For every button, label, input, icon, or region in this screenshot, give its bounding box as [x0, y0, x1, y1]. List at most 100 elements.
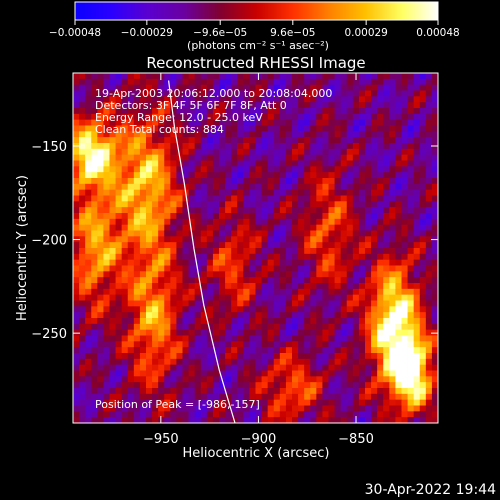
heatmap-cell	[158, 131, 165, 138]
heatmap-cell	[407, 189, 415, 196]
heatmap-cell	[407, 417, 415, 423]
heatmap-cell	[298, 341, 305, 348]
heatmap-cell	[127, 178, 135, 185]
heatmap-cell	[176, 253, 183, 261]
heatmap-cell	[182, 90, 189, 97]
heatmap-cell	[304, 253, 311, 261]
heatmap-cell	[85, 283, 92, 290]
heatmap-cell	[279, 183, 287, 191]
heatmap-cell	[73, 323, 80, 331]
heatmap-cell	[127, 335, 135, 342]
heatmap-cell	[310, 271, 317, 278]
heatmap-cell	[225, 364, 232, 371]
heatmap-cell	[413, 306, 421, 313]
heatmap-cell	[365, 353, 372, 360]
heatmap-cell	[121, 335, 129, 342]
heatmap-cell	[194, 213, 202, 220]
heatmap-cell	[304, 119, 311, 126]
heatmap-cell	[304, 417, 311, 423]
heatmap-cell	[255, 166, 262, 173]
heatmap-cell	[85, 113, 92, 121]
heatmap-cell	[352, 189, 360, 196]
heatmap-cell	[152, 370, 159, 377]
heatmap-cell	[85, 265, 92, 272]
heatmap-cell	[194, 160, 202, 167]
heatmap-cell	[225, 347, 232, 354]
heatmap-cell	[267, 160, 275, 167]
heatmap-cell	[237, 399, 244, 406]
heatmap-cell	[243, 102, 250, 109]
heatmap-cell	[231, 213, 238, 220]
heatmap-cell	[79, 405, 86, 412]
heatmap-cell	[419, 405, 427, 412]
heatmap-cell	[346, 137, 354, 144]
heatmap-cell	[170, 265, 177, 272]
heatmap-cell	[310, 113, 317, 121]
heatmap-cell	[152, 253, 159, 261]
heatmap-cell	[188, 335, 196, 342]
heatmap-cell	[79, 411, 86, 418]
heatmap-cell	[176, 323, 183, 331]
heatmap-cell	[419, 306, 427, 313]
heatmap-cell	[85, 388, 92, 395]
heatmap-cell	[237, 253, 244, 261]
heatmap-cell	[182, 125, 189, 132]
heatmap-cell	[425, 108, 433, 115]
heatmap-cell	[261, 259, 269, 266]
heatmap-cell	[127, 201, 135, 208]
heatmap-cell	[365, 358, 372, 366]
heatmap-cell	[322, 102, 329, 109]
heatmap-cell	[91, 108, 98, 115]
heatmap-cell	[261, 148, 269, 156]
heatmap-cell	[273, 143, 281, 150]
x-tick-label: −900	[241, 432, 277, 447]
heatmap-cell	[158, 143, 165, 150]
heatmap-cell	[310, 73, 317, 80]
heatmap-cell	[346, 195, 354, 202]
heatmap-cell	[267, 288, 275, 296]
heatmap-cell	[188, 137, 196, 144]
heatmap-cell	[255, 318, 262, 325]
heatmap-cell	[146, 137, 153, 144]
heatmap-cell	[139, 271, 147, 278]
heatmap-cell	[261, 73, 269, 80]
heatmap-cell	[170, 277, 177, 284]
heatmap-cell	[188, 119, 196, 126]
heatmap-cell	[304, 306, 311, 313]
heatmap-cell	[358, 96, 366, 103]
heatmap-cell	[261, 370, 269, 377]
heatmap-cell	[97, 230, 104, 237]
heatmap-cell	[365, 306, 372, 313]
heatmap-cell	[407, 242, 415, 249]
heatmap-cell	[152, 271, 159, 278]
heatmap-cell	[231, 248, 238, 255]
heatmap-cell	[225, 224, 232, 231]
heatmap-cell	[322, 259, 329, 266]
heatmap-cell	[91, 388, 98, 395]
heatmap-cell	[249, 166, 256, 173]
heatmap-cell	[73, 341, 80, 348]
heatmap-cell	[304, 242, 311, 249]
heatmap-cell	[401, 207, 408, 214]
heatmap-cell	[310, 376, 317, 383]
heatmap-cell	[407, 294, 415, 301]
heatmap-cell	[139, 230, 147, 237]
heatmap-cell	[158, 399, 165, 406]
heatmap-cell	[127, 323, 135, 331]
heatmap-cell	[73, 183, 80, 191]
heatmap-cell	[407, 119, 415, 126]
heatmap-cell	[103, 119, 110, 126]
heatmap-cell	[322, 242, 329, 249]
heatmap-cell	[310, 230, 317, 237]
heatmap-cell	[267, 84, 275, 91]
heatmap-cell	[121, 137, 129, 144]
heatmap-cell	[316, 259, 323, 266]
heatmap-cell	[419, 183, 427, 191]
heatmap-cell	[316, 154, 323, 161]
heatmap-cell	[212, 393, 220, 401]
heatmap-cell	[279, 224, 287, 231]
heatmap-cell	[322, 125, 329, 132]
heatmap-cell	[158, 388, 165, 395]
heatmap-cell	[219, 283, 226, 290]
heatmap-cell	[413, 353, 421, 360]
